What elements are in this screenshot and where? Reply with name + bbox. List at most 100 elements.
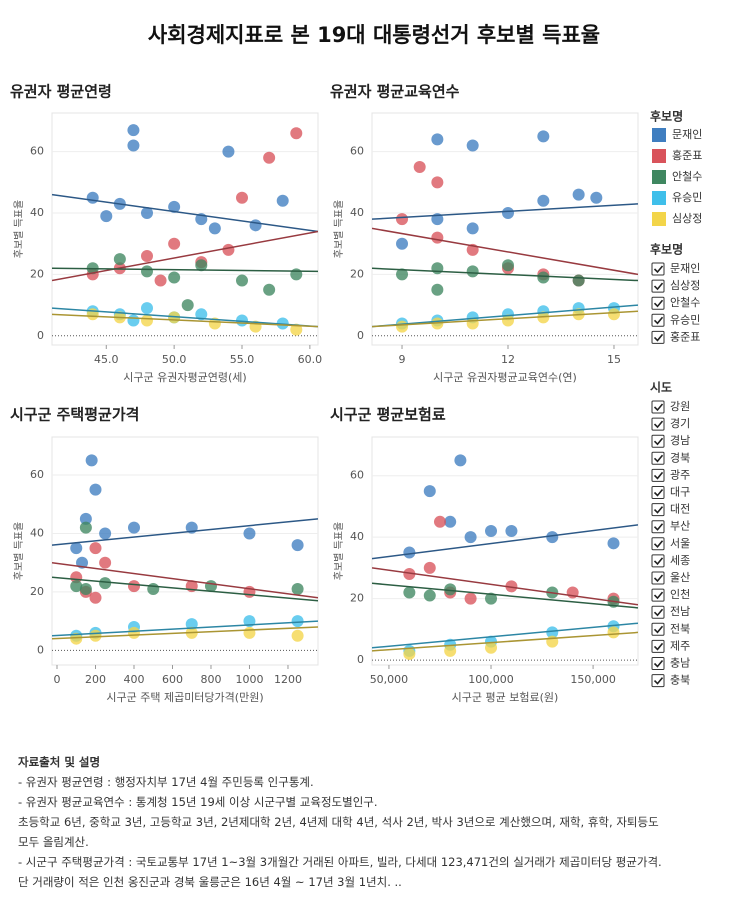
point [113, 253, 126, 266]
y-tick-label: 40 [350, 530, 364, 543]
trend-line [372, 267, 638, 282]
filter-option[interactable]: 경북 [670, 451, 690, 464]
checkbox[interactable] [651, 279, 665, 293]
y-tick-label: 20 [30, 267, 44, 280]
trend-line [372, 567, 638, 606]
plot-area [52, 124, 318, 336]
point [537, 194, 550, 207]
checkbox[interactable] [651, 451, 665, 465]
checkbox[interactable] [651, 674, 665, 688]
filter-option[interactable]: 경남 [670, 434, 690, 447]
filter-option[interactable]: 심상정 [670, 279, 700, 292]
legend-label: 심상정 [672, 212, 702, 225]
note-line: - 시군구 주택평균가격 : 국토교통부 17년 1~3월 3개월간 거래된 아… [18, 855, 662, 869]
page-title: 사회경제지표로 본 19대 대통령선거 후보별 득표율 [148, 23, 600, 47]
filter-option[interactable]: 인천 [670, 587, 690, 601]
point [607, 537, 620, 550]
point [537, 271, 550, 284]
chart-title: 유권자 평균교육연수 [330, 83, 460, 101]
filter-option[interactable]: 충남 [670, 657, 690, 670]
checkbox[interactable] [651, 434, 665, 448]
checkbox[interactable] [651, 313, 665, 327]
x-tick-label: 400 [123, 673, 144, 686]
point [89, 591, 102, 604]
checkbox[interactable] [651, 639, 665, 653]
y-axis-label: 후보별 득표율 [333, 200, 345, 258]
filter-option[interactable]: 문재인 [670, 262, 700, 275]
checkbox[interactable] [651, 486, 665, 499]
point [168, 237, 181, 250]
filter-title: 시도 [650, 381, 672, 395]
filter-option[interactable]: 대구 [670, 486, 690, 499]
checkbox[interactable] [651, 503, 665, 517]
filter-option[interactable]: 유승민 [670, 313, 700, 326]
filter-option[interactable]: 세종 [670, 554, 690, 567]
point [464, 592, 477, 605]
checkbox[interactable] [651, 296, 665, 310]
point [505, 525, 518, 538]
x-axis-label: 시구군 유권자평균연령(세) [123, 371, 246, 384]
x-tick-label: 45.0 [94, 353, 119, 366]
point [99, 577, 112, 590]
checkbox[interactable] [651, 400, 665, 414]
point [141, 302, 153, 315]
point [141, 265, 153, 278]
checkmark [653, 625, 664, 634]
checkmark [653, 454, 664, 463]
point [85, 454, 98, 467]
checkbox[interactable] [651, 554, 665, 568]
point [195, 308, 208, 321]
trend-line [372, 304, 638, 328]
filter-option[interactable]: 강원 [670, 400, 690, 413]
point [454, 454, 467, 467]
point [141, 207, 153, 220]
point [127, 521, 140, 534]
checkbox[interactable] [651, 605, 665, 619]
chart-title: 유권자 평균연령 [10, 83, 112, 101]
point [546, 626, 559, 639]
point [70, 580, 83, 593]
filter-option[interactable]: 울산 [670, 571, 690, 584]
checkbox[interactable] [651, 588, 665, 602]
plot-area [52, 454, 318, 645]
point [396, 320, 409, 333]
x-tick-label: 0 [54, 673, 61, 686]
checkbox[interactable] [651, 571, 665, 585]
filter-option[interactable]: 경기 [670, 417, 690, 430]
trend-line [52, 230, 318, 282]
checkbox[interactable] [651, 417, 665, 431]
checkbox[interactable] [651, 262, 665, 276]
x-tick-label: 60.0 [298, 353, 323, 366]
filter-option[interactable]: 안철수 [670, 296, 700, 309]
point [431, 283, 444, 296]
checkbox[interactable] [651, 468, 665, 482]
checkmark [653, 471, 664, 480]
point [485, 592, 498, 605]
filter-option[interactable]: 제주 [670, 639, 690, 652]
point [243, 626, 256, 639]
filter-option[interactable]: 서울 [670, 537, 690, 550]
filter-option[interactable]: 전북 [670, 622, 690, 635]
filter-option[interactable]: 충북 [670, 674, 690, 687]
filter-option[interactable]: 전남 [670, 605, 690, 618]
checkbox[interactable] [651, 657, 665, 670]
point [431, 133, 444, 146]
y-axis-label: 후보별 득표율 [13, 522, 25, 580]
point [607, 626, 620, 639]
point [89, 542, 102, 555]
checkbox[interactable] [651, 537, 665, 551]
checkbox[interactable] [651, 622, 665, 636]
point [502, 207, 515, 220]
checkbox[interactable] [651, 520, 665, 534]
filter-option[interactable]: 대전 [670, 503, 690, 516]
filter-option[interactable]: 광주 [670, 468, 690, 481]
point [431, 176, 444, 189]
checkbox[interactable] [651, 330, 665, 344]
y-tick-label: 20 [30, 585, 44, 598]
x-tick-label: 50,000 [370, 673, 409, 686]
point [222, 145, 235, 158]
filter-option[interactable]: 홍준표 [670, 329, 700, 343]
filter-option[interactable]: 부산 [670, 520, 690, 533]
point [396, 213, 409, 226]
checkmark [653, 506, 664, 514]
